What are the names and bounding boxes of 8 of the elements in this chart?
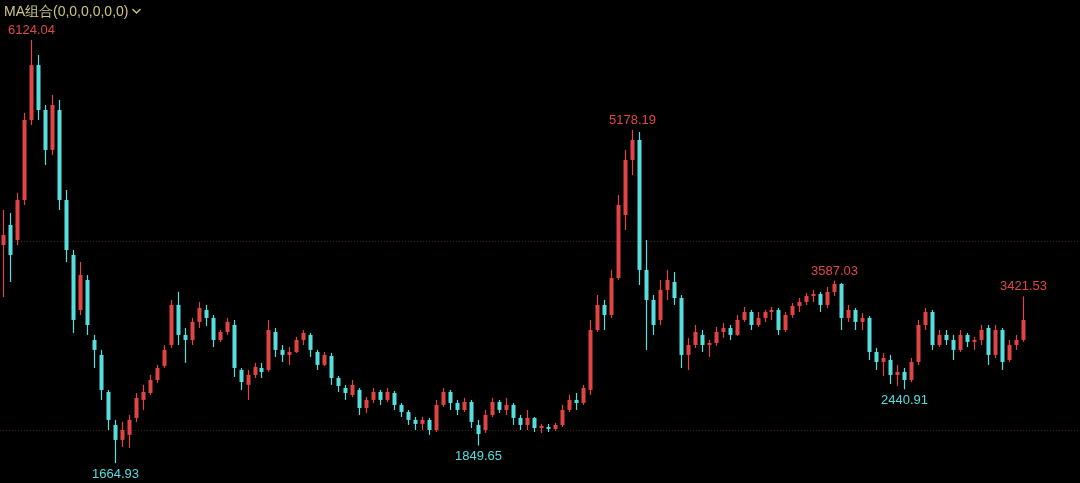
annotation: 3421.53	[1000, 278, 1047, 294]
title: MA组合(0,0,0,0,0,0)	[4, 3, 129, 19]
annotation: 1664.93	[92, 466, 139, 481]
annotation: 6124.04	[8, 22, 55, 37]
annotation: 2440.91	[881, 392, 928, 408]
annotation: 3587.03	[811, 262, 858, 278]
annotation: 1849.65	[455, 448, 502, 464]
annotation: 5178.19	[609, 111, 656, 127]
